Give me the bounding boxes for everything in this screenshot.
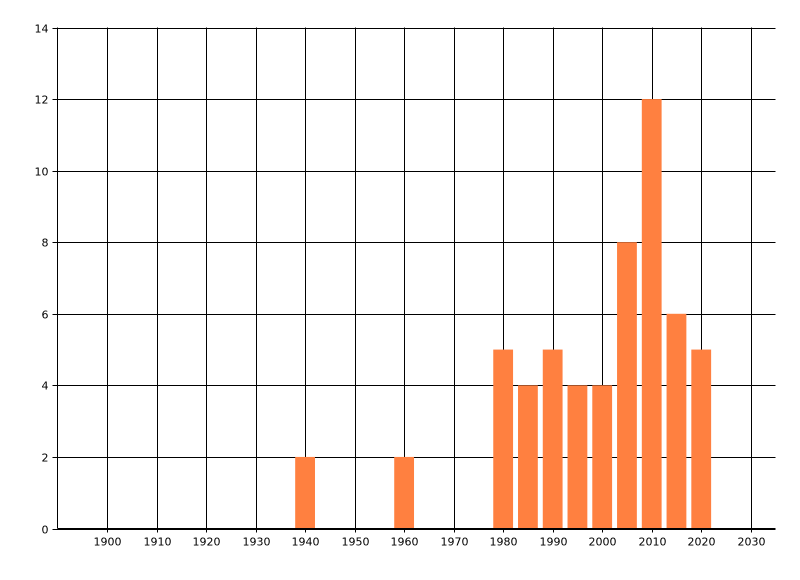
- y-tick-label: 2: [42, 452, 49, 465]
- x-tick-label: 2000: [589, 536, 617, 549]
- y-tick-label: 14: [35, 23, 49, 36]
- x-tick-label: 1970: [441, 536, 469, 549]
- x-tick-label: 1910: [144, 536, 172, 549]
- y-tick-label: 6: [42, 309, 49, 322]
- grid: [52, 27, 776, 533]
- y-tick-label: 0: [42, 524, 49, 537]
- bar: [641, 99, 662, 529]
- y-tick-label: 8: [42, 237, 49, 250]
- bar: [518, 385, 538, 529]
- bar: [592, 385, 613, 529]
- x-tick-label: 2010: [639, 536, 667, 549]
- y-tick-label: 4: [42, 380, 49, 393]
- x-tick-label: 1940: [292, 536, 320, 549]
- bar: [493, 349, 514, 529]
- x-tick-label: 1920: [193, 536, 221, 549]
- bar: [542, 349, 563, 529]
- bar: [617, 242, 637, 529]
- x-tick-label: 1930: [243, 536, 271, 549]
- y-tick-label: 12: [35, 94, 49, 107]
- x-tick-label: 1950: [342, 536, 370, 549]
- bar: [394, 456, 415, 529]
- bars: [295, 99, 712, 529]
- bar: [691, 349, 712, 529]
- bar: [295, 456, 315, 529]
- x-tick-label: 2020: [688, 536, 716, 549]
- x-tick-label: 2030: [738, 536, 766, 549]
- x-tick-label: 1990: [540, 536, 568, 549]
- x-tick-label: 1980: [490, 536, 518, 549]
- x-tick-label: 1900: [94, 536, 122, 549]
- y-tick-label: 10: [35, 166, 49, 179]
- x-tick-label: 1960: [391, 536, 419, 549]
- bar: [666, 313, 687, 529]
- tick-labels: 0 2 4 6 8 10 12 14 1900 1910 1920 1930 1940 1950 1960 1…: [35, 23, 766, 549]
- axes: [57, 27, 776, 529]
- bar: [567, 385, 588, 529]
